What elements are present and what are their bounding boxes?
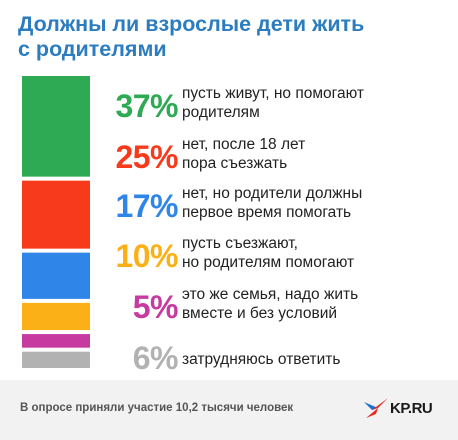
percent-label: 17% — [115, 188, 178, 224]
chart-title-line-1: Должны ли взрослые дети жить — [18, 12, 365, 36]
legend-row: 25% нет, после 18 лет пора съезжать — [98, 135, 454, 183]
answer-line: пусть живут, но помогают — [182, 85, 364, 102]
bar-segment-5 — [22, 334, 90, 348]
answer-line: но родителям помогают — [182, 254, 355, 271]
answer-line: пора съезжать — [182, 155, 288, 172]
legend-row: 17% нет, но родители должны первое время п… — [98, 184, 454, 232]
bar-segment-6 — [22, 351, 90, 368]
percent-label: 5% — [132, 289, 179, 325]
bar-segment-10 — [22, 302, 90, 331]
percent-label: 6% — [132, 340, 179, 376]
legend-row: 5% это же семья, надо жить вместе и без ус… — [98, 285, 454, 333]
survey-note: В опросе приняли участие 10,2 тысячи чел… — [20, 402, 294, 414]
percent-label: 25% — [115, 139, 178, 175]
answer-line: нет, после 18 лет — [182, 136, 306, 153]
bird-logo-icon — [364, 398, 388, 418]
percent-label: 10% — [115, 238, 178, 274]
kp-logo: KP.RU — [362, 394, 452, 424]
answer-label: затрудняюсь ответить — [182, 350, 458, 369]
answer-label: пусть съезжают, но родителям помогают — [182, 234, 458, 272]
answer-line: пусть съезжают, — [182, 235, 298, 252]
legend-row: 37% пусть живут, но помогают родителям — [98, 84, 454, 132]
legend-row: 10% пусть съезжают, но родителям помогают — [98, 234, 454, 282]
bar-segment-37 — [22, 76, 90, 177]
answer-line: это же семья, надо жить — [182, 286, 359, 303]
answer-label: нет, но родители должны первое время помо… — [182, 184, 458, 222]
chart-title: Должны ли взрослые дети жить с родителям… — [18, 12, 438, 62]
answer-line: родителям — [182, 104, 260, 121]
footer: В опросе приняли участие 10,2 тысячи чел… — [0, 380, 458, 440]
answer-label: нет, после 18 лет пора съезжать — [182, 135, 458, 173]
answer-label: это же семья, надо жить вместе и без усло… — [182, 285, 458, 323]
answer-line: нет, но родители должны — [182, 185, 363, 202]
bar-segment-17 — [22, 252, 90, 299]
answer-line: вместе и без условий — [182, 305, 338, 322]
answer-label: пусть живут, но помогают родителям — [182, 84, 458, 122]
stacked-bar — [22, 76, 90, 368]
legend-row: 6% затрудняюсь ответить — [98, 336, 454, 384]
answer-line: затрудняюсь ответить — [182, 351, 341, 368]
bar-segment-25 — [22, 180, 90, 249]
chart-title-line-2: с родителями — [18, 37, 167, 61]
percent-label: 37% — [115, 88, 178, 124]
logo-text: KP.RU — [390, 400, 433, 417]
answer-line: первое время помогать — [182, 204, 352, 221]
